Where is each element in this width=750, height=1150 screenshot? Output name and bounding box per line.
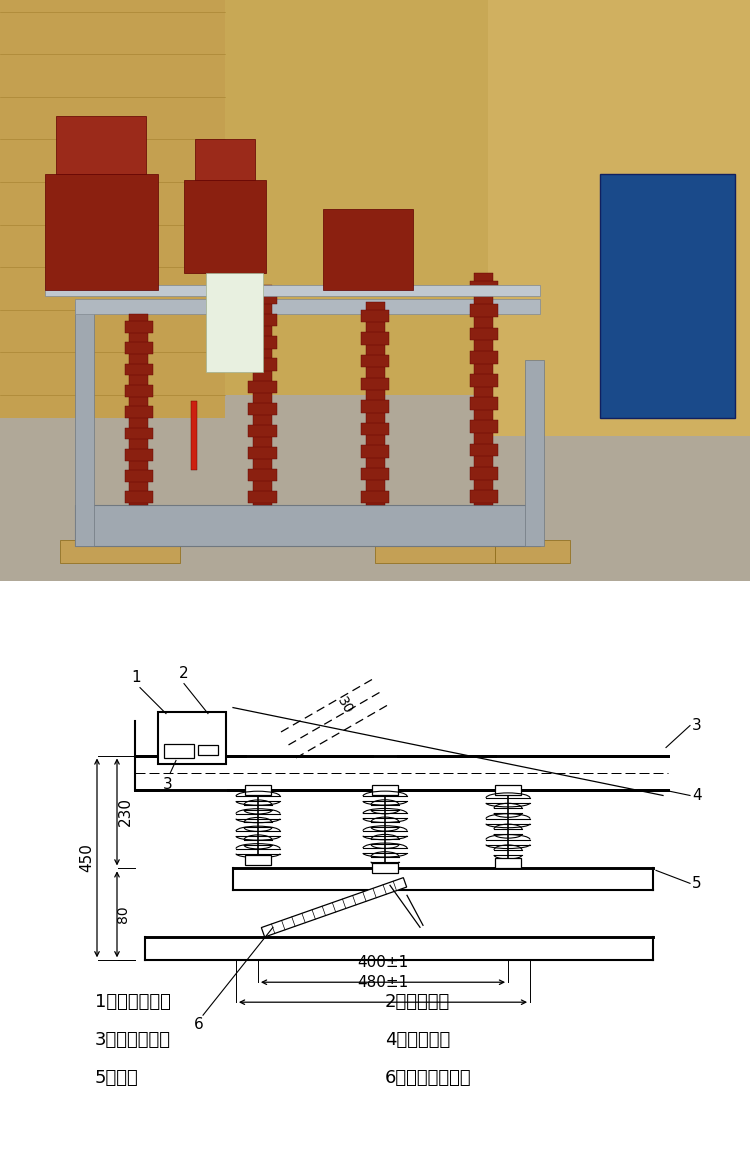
Bar [361, 309, 389, 322]
Text: 6、过中弹簧机构: 6、过中弹簧机构 [385, 1070, 472, 1087]
Bar [495, 858, 521, 868]
Bar [45, 284, 540, 297]
Bar [124, 385, 153, 397]
Bar [191, 400, 197, 470]
Text: 230: 230 [118, 797, 133, 827]
Text: 3、隔离刀组件: 3、隔离刀组件 [95, 1032, 171, 1049]
Bar [248, 424, 277, 437]
Bar [365, 302, 385, 505]
Bar [600, 174, 735, 419]
Bar [495, 540, 570, 564]
Text: 4、绵缘拉杆: 4、绵缘拉杆 [385, 1032, 450, 1049]
Bar [470, 374, 498, 386]
Text: 5: 5 [692, 876, 702, 891]
Bar [470, 421, 498, 434]
Text: 2: 2 [179, 666, 189, 681]
Bar [361, 491, 389, 503]
Bar [470, 328, 498, 340]
Bar [248, 446, 277, 459]
Bar [45, 174, 158, 290]
Bar [248, 402, 277, 415]
Bar [361, 355, 389, 368]
Bar [375, 540, 495, 564]
Bar [158, 712, 226, 764]
Bar [248, 359, 277, 370]
Bar [124, 343, 153, 354]
Bar [361, 400, 389, 413]
Bar [361, 332, 389, 345]
Bar [470, 490, 498, 503]
Bar [248, 292, 277, 305]
Bar [470, 467, 498, 480]
Text: 2、分闸弹簧: 2、分闸弹簧 [385, 994, 450, 1011]
Bar [372, 785, 398, 796]
Bar [124, 448, 153, 460]
Bar [322, 209, 413, 290]
Bar [124, 406, 153, 417]
Bar [245, 856, 271, 865]
Polygon shape [261, 877, 407, 937]
Text: 450: 450 [80, 843, 94, 873]
Bar [124, 321, 153, 332]
Text: 3: 3 [164, 777, 172, 792]
Bar [124, 363, 153, 375]
Bar [470, 397, 498, 411]
Bar [474, 273, 494, 505]
Bar [372, 864, 398, 873]
Bar [488, 0, 750, 436]
Text: 30: 30 [334, 695, 356, 716]
Bar [56, 116, 146, 174]
Text: 5、框架: 5、框架 [95, 1070, 139, 1087]
Text: 480±1: 480±1 [357, 975, 409, 990]
Bar [129, 314, 149, 505]
Bar [248, 314, 277, 327]
Text: 400±1: 400±1 [357, 956, 409, 971]
Bar [164, 744, 194, 758]
Bar [124, 470, 153, 482]
Bar [361, 468, 389, 481]
Bar [361, 377, 389, 390]
Text: 4: 4 [692, 788, 702, 803]
Bar [245, 785, 271, 796]
Bar [198, 744, 218, 754]
Bar [470, 305, 498, 317]
Bar [75, 302, 94, 546]
Bar [124, 491, 153, 503]
Bar [124, 428, 153, 439]
Bar [0, 0, 225, 419]
Bar [0, 394, 750, 581]
Bar [248, 337, 277, 348]
Bar [525, 360, 544, 546]
Text: 1、真空灬弧室: 1、真空灬弧室 [95, 994, 171, 1011]
Text: 3: 3 [692, 718, 702, 733]
Bar [60, 540, 180, 564]
Bar [248, 469, 277, 481]
Bar [470, 444, 498, 457]
Bar [75, 299, 540, 314]
Bar [75, 505, 540, 546]
Bar [470, 351, 498, 363]
Bar [495, 785, 521, 796]
Text: 1: 1 [131, 669, 141, 684]
Bar [195, 139, 255, 181]
Bar [253, 284, 272, 505]
Bar [361, 423, 389, 435]
Text: 80: 80 [116, 905, 130, 923]
Bar [361, 445, 389, 458]
Bar [248, 491, 277, 503]
Bar [470, 281, 498, 294]
Text: 6: 6 [194, 1017, 204, 1033]
Bar [248, 381, 277, 392]
Bar [184, 181, 266, 273]
Bar [206, 273, 262, 371]
